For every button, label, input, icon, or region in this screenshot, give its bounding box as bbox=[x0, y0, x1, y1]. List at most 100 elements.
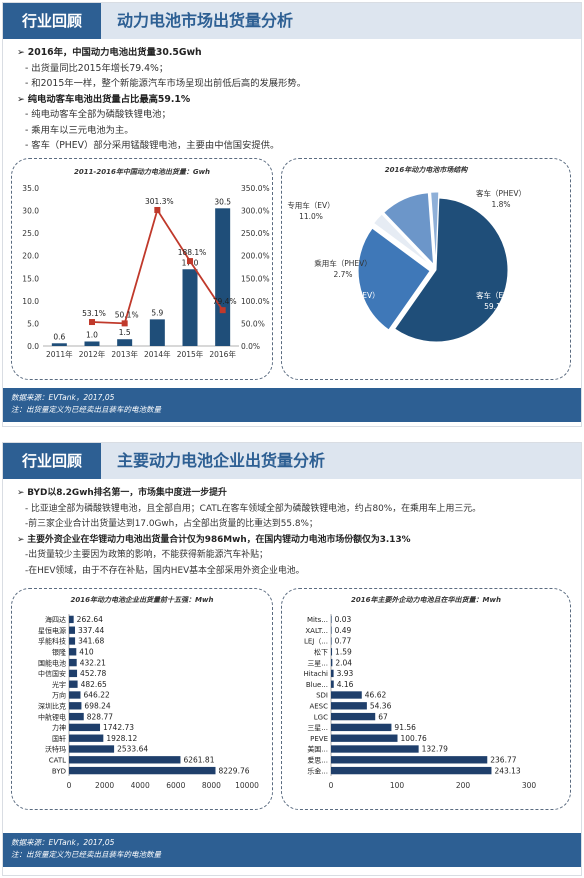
bar bbox=[69, 637, 76, 645]
pie-slice bbox=[393, 197, 509, 343]
category-label: AESC bbox=[309, 702, 328, 710]
category-label: 国能电池 bbox=[38, 658, 66, 667]
bar bbox=[69, 766, 216, 775]
category-label: 银隆 bbox=[52, 647, 66, 656]
footer-source: 数据来源：EVTank，2017,05 bbox=[11, 393, 115, 402]
category-label: LEJ（... bbox=[304, 638, 328, 646]
pie-slice bbox=[357, 227, 431, 331]
category-label: Hitachi bbox=[304, 670, 329, 678]
slice-label: 乘用车（PHEV） bbox=[314, 258, 372, 268]
bar bbox=[182, 269, 198, 346]
slice-value: 59.1% bbox=[484, 302, 508, 311]
bullet-list: ➢ 2016年，中国动力电池出货量30.5Gwh - 出货量同比2015年增长7… bbox=[17, 45, 577, 154]
x-tick-label: 8000 bbox=[202, 781, 221, 790]
x-tick-label: 2000 bbox=[95, 781, 114, 790]
category-label: 三星... bbox=[307, 659, 328, 667]
y-tick-label: 10.0 bbox=[22, 297, 39, 306]
section-tag: 行业回顾 bbox=[3, 3, 101, 39]
bullet-item: ➢ 纯电动客车电池出货量占比最高59.1% bbox=[17, 93, 191, 105]
category-label: 国轩 bbox=[52, 734, 66, 743]
bar bbox=[331, 723, 392, 732]
footer-source: 数据来源：EVTank，2017,05 bbox=[11, 838, 115, 847]
bar-value-label: 54.36 bbox=[370, 701, 392, 710]
category-label: 美国... bbox=[307, 745, 328, 754]
y2-tick-label: 100.0% bbox=[241, 297, 270, 306]
bar bbox=[331, 766, 492, 775]
sub-bullet: - 出货量同比2015年增长79.4%； bbox=[25, 62, 169, 74]
chart-frame bbox=[281, 158, 571, 380]
category-label: 力神 bbox=[52, 723, 66, 732]
category-label: SDI bbox=[316, 692, 328, 700]
bar-value-label: 0.6 bbox=[53, 332, 65, 341]
bar bbox=[331, 756, 488, 764]
bar bbox=[69, 734, 104, 742]
y-tick-label: 35.0 bbox=[22, 184, 39, 193]
category-label: 三星... bbox=[307, 724, 328, 732]
bar-value-label: 6261.81 bbox=[183, 755, 214, 764]
pie-slice bbox=[372, 213, 432, 267]
category-label: 万向 bbox=[52, 691, 66, 700]
section-tag: 行业回顾 bbox=[3, 443, 101, 479]
y2-tick-label: 50.0% bbox=[241, 319, 265, 328]
hbar-chart-foreign: 2016年主要外企动力电池且在华出货量：Mwh Mits... 0.03 XALT..… bbox=[304, 595, 537, 790]
bar-value-label: 91.56 bbox=[394, 723, 416, 732]
y2-tick-label: 150.0% bbox=[241, 274, 270, 283]
sub-bullet: -在HEV领域，由于不存在补贴，国内HEV基本全部采用外资企业电池。 bbox=[25, 565, 305, 576]
category-label: 爱思... bbox=[307, 756, 328, 764]
slice-value: 2.7% bbox=[333, 270, 352, 279]
y2-tick-label: 350.0% bbox=[241, 184, 270, 193]
slide-title: 主要动力电池企业出货量分析 bbox=[117, 451, 326, 470]
bar bbox=[331, 680, 334, 688]
bar bbox=[69, 712, 84, 721]
footer: 数据来源：EVTank，2017,05 注：出货量定义为已经卖出且装车的电池数量 bbox=[3, 388, 581, 422]
slice-label: 乘用车（EV） bbox=[332, 290, 379, 300]
category-label: 孚能科技 bbox=[38, 637, 66, 646]
bar-value-label: 828.77 bbox=[87, 712, 113, 721]
arrow-icon: ➢ bbox=[17, 93, 28, 105]
x-tick-label: 10000 bbox=[235, 781, 259, 790]
x-tick-label: 2013年 bbox=[111, 349, 138, 359]
bullet-item: ➢ BYD以8.2Gwh排名第一，市场集中度进一步提升 bbox=[17, 488, 227, 498]
bar bbox=[69, 756, 181, 764]
category-label: Mits... bbox=[307, 616, 328, 624]
bar bbox=[331, 637, 332, 645]
category-label: 深圳比克 bbox=[38, 701, 66, 710]
bullet-item: ➢ 2016年，中国动力电池出货量30.5Gwh bbox=[17, 47, 202, 58]
bar-value-label: 67 bbox=[378, 712, 388, 721]
bar bbox=[69, 680, 78, 688]
bar bbox=[331, 734, 398, 742]
sub-bullet: -出货量较少主要因为政策的影响，不能获得新能源汽车补贴； bbox=[25, 550, 268, 560]
arrow-icon: ➢ bbox=[17, 534, 28, 545]
y-tick-label: 5.0 bbox=[27, 319, 39, 328]
bar bbox=[331, 615, 332, 624]
category-label: 中信国安 bbox=[38, 669, 66, 678]
growth-label: 79.4% bbox=[213, 297, 237, 306]
bar bbox=[331, 626, 332, 634]
slice-value: 11.0% bbox=[299, 212, 323, 221]
chart-title: 2016年动力电池市场结构 bbox=[385, 165, 468, 174]
bar-value-label: 132.79 bbox=[422, 745, 448, 754]
category-label: CATL bbox=[49, 756, 66, 764]
bar-value-label: 0.03 bbox=[335, 615, 352, 624]
bar bbox=[331, 702, 367, 710]
category-label: XALT... bbox=[305, 627, 328, 635]
bar bbox=[84, 341, 100, 346]
growth-label: 188.1% bbox=[178, 248, 207, 257]
category-label: 星恒电源 bbox=[38, 626, 66, 635]
bar-value-label: 646.22 bbox=[84, 691, 110, 700]
hbar-chart-top15: 2016年动力电池企业出货量前十五强：Mwh 海四达 262.64 星恒电源 337.4… bbox=[38, 595, 259, 790]
sub-bullet: - 比亚迪全部为磷酸铁锂电池，且全部自用；CATL在客车领域全部为磷酸铁锂电池，… bbox=[25, 503, 481, 514]
chart-frame bbox=[11, 158, 273, 380]
bar bbox=[215, 208, 231, 346]
arrow-icon: ➢ bbox=[17, 488, 28, 498]
x-tick-label: 2014年 bbox=[144, 349, 171, 359]
slice-value: 1.8% bbox=[491, 200, 510, 209]
bar bbox=[69, 745, 115, 753]
x-tick-label: 4000 bbox=[131, 781, 150, 790]
growth-marker bbox=[89, 319, 95, 326]
bar bbox=[331, 691, 362, 699]
x-tick-label: 300 bbox=[522, 781, 537, 790]
category-label: 乐金... bbox=[307, 766, 328, 775]
growth-line bbox=[91, 207, 224, 325]
sub-bullet: - 乘用车以三元电池为主。 bbox=[25, 124, 134, 136]
